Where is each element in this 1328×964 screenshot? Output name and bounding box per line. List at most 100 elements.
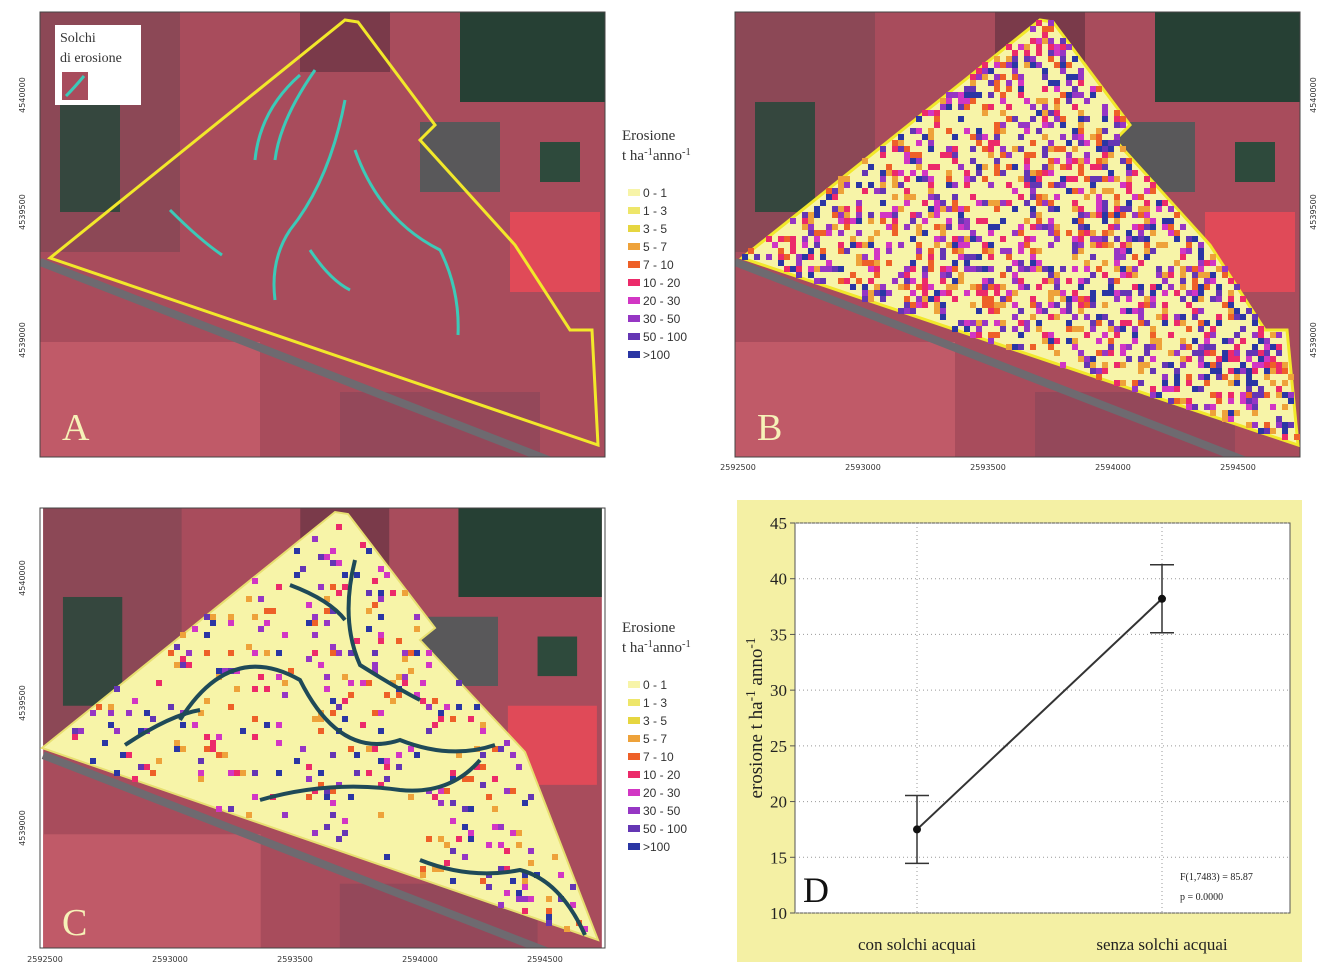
cell [1240,368,1246,374]
cell [1138,194,1144,200]
cell [1198,356,1204,362]
cell [324,824,330,830]
coordinate-label: 2594000 [402,955,438,964]
cell [958,218,964,224]
text: anno [653,640,682,656]
cell [1264,344,1270,350]
cell [1264,422,1270,428]
cell [1012,68,1018,74]
cell [1018,332,1024,338]
cell [1210,332,1216,338]
cell [1282,434,1288,440]
cell [1204,284,1210,290]
cell [1024,176,1030,182]
cell [432,722,438,728]
cell [1102,140,1108,146]
cell [1066,44,1072,50]
cell [892,218,898,224]
cell [1006,254,1012,260]
cell [390,590,396,596]
cell [1048,230,1054,236]
cell [426,650,432,656]
cell [1012,146,1018,152]
cell [528,896,534,902]
cell [1234,350,1240,356]
cell [1054,116,1060,122]
cell [1138,212,1144,218]
cell [862,260,868,266]
cell [276,722,282,728]
cell [1078,110,1084,116]
cell [1174,380,1180,386]
cell [552,854,558,860]
cell [348,680,354,686]
cell [988,284,994,290]
cell [1264,374,1270,380]
cell [916,296,922,302]
cell [922,290,928,296]
cell [1024,98,1030,104]
cell [1066,80,1072,86]
cell [1264,362,1270,368]
cell [1042,98,1048,104]
cell [886,212,892,218]
cell [1066,158,1072,164]
cell [1138,224,1144,230]
cell [198,776,204,782]
cell [820,200,826,206]
cell [814,242,820,248]
cell [234,770,240,776]
cell [420,866,426,872]
cell [976,308,982,314]
cell [1108,170,1114,176]
cell [1054,284,1060,290]
cell [1126,188,1132,194]
legend-label: 20 - 30 [643,786,681,800]
cell [802,242,808,248]
cell [1276,350,1282,356]
cell [916,242,922,248]
cell [1042,68,1048,74]
cell [916,176,922,182]
cell [1114,326,1120,332]
cell [1000,302,1006,308]
cell [1120,290,1126,296]
cell [1150,368,1156,374]
cell [1030,38,1036,44]
cell [868,164,874,170]
cell [1132,380,1138,386]
cell [1048,224,1054,230]
cell [360,680,366,686]
annotation: p = 0.0000 [1180,892,1223,903]
cell [892,140,898,146]
cell [1120,266,1126,272]
cell [970,266,976,272]
cell [1030,314,1036,320]
cell [1078,218,1084,224]
cell [868,278,874,284]
cell [198,770,204,776]
cell [916,284,922,290]
cell [976,290,982,296]
cell [904,188,910,194]
cell [282,812,288,818]
cell [934,116,940,122]
cell [1156,272,1162,278]
coordinate-label: 4539000 [18,322,27,358]
cell [982,248,988,254]
cell [1018,44,1024,50]
cell [150,770,156,776]
cell [312,536,318,542]
cell [922,296,928,302]
cell [994,158,1000,164]
cell [1198,326,1204,332]
cell [1114,236,1120,242]
cell [1252,362,1258,368]
cell [964,236,970,242]
cell [1042,116,1048,122]
cell [1114,134,1120,140]
cell [1084,302,1090,308]
cell [946,176,952,182]
cell [940,278,946,284]
cell [1012,188,1018,194]
